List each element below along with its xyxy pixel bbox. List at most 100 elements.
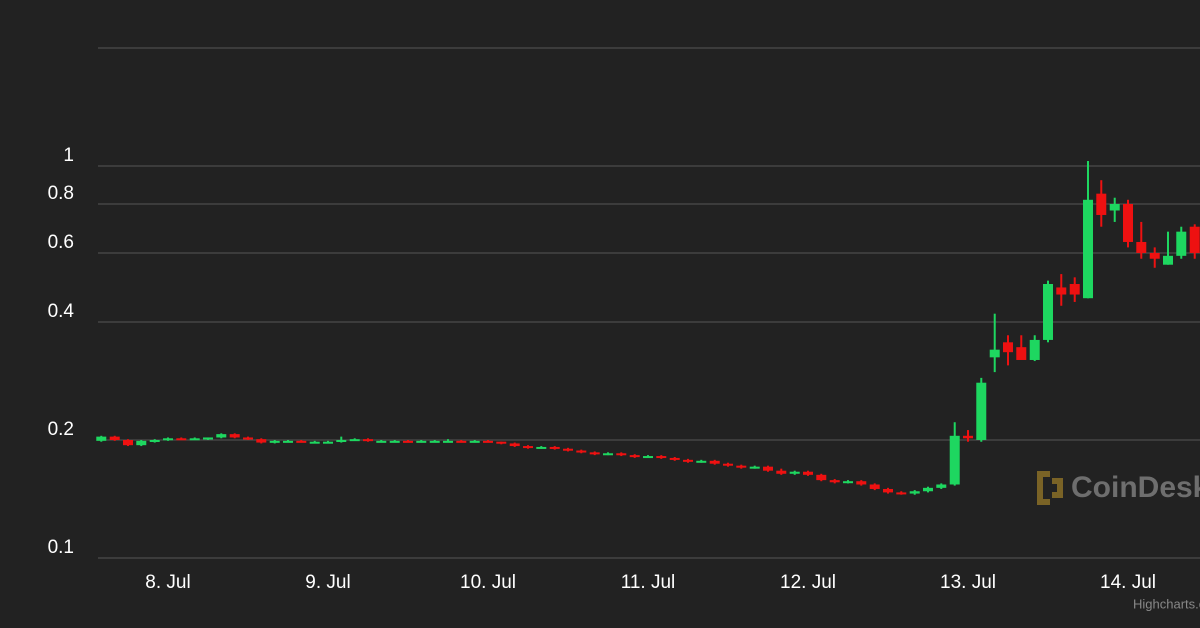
x-tick-label: 9. Jul [305,572,350,593]
logo-shape [1052,478,1063,498]
candle-body [429,440,440,443]
candle-body [349,439,360,442]
candle-body [123,439,133,446]
candle-body [1083,199,1093,299]
candle-body [109,436,120,440]
candle-body [669,457,680,460]
x-tick-label: 11. Jul [621,572,676,593]
x-tick-label: 14. Jul [1100,572,1156,593]
candle-body [909,491,920,494]
candle-body [469,440,480,443]
candle-body [936,484,947,488]
candle-body [1016,347,1027,360]
candle-body [296,440,307,443]
x-tick-label: 13. Jul [940,572,996,593]
x-tick-label: 12. Jul [780,572,836,593]
candle-body [509,443,520,447]
candle-body [1096,193,1107,215]
candle-body [603,453,613,456]
candle-body [803,471,813,475]
candle-body [589,452,600,455]
candle-body [856,481,867,485]
y-tick-label: 0.6 [48,232,74,253]
logo-shape [1037,471,1050,505]
candle-body [736,465,747,468]
candle-body [896,492,907,495]
candle-body [563,448,573,451]
candle-body [309,441,320,444]
candle-body [176,438,187,441]
candle-body [483,440,493,443]
candle-body [1136,241,1147,253]
candle-body [949,435,960,485]
y-tick-label: 1 [63,145,74,166]
candle-body [1043,284,1053,340]
candle-body [376,440,387,443]
candle-body [403,440,413,443]
candle-body [163,438,173,441]
candle-body [229,434,240,438]
candle-body [629,455,640,458]
candle-body [416,440,427,443]
watermark: CoinDesk [1071,471,1200,504]
candle-body [96,436,107,441]
candle-body [523,446,533,449]
candle-body [1056,287,1067,295]
candle-body [816,474,827,481]
candle-body [789,471,800,474]
candle-body [883,488,893,493]
candle-body [616,453,627,456]
y-tick-label: 0.4 [48,301,75,322]
candle-body [243,437,253,440]
watermark-logo [1037,471,1063,505]
candle-body [576,450,587,453]
candle-body [149,439,160,442]
candle-body [203,437,213,440]
candle-body [336,439,347,442]
candle-body [776,470,787,474]
candle-body [709,460,720,464]
candle-body [1029,339,1040,360]
candle-body [1149,252,1160,259]
x-tick-label: 8. Jul [145,572,190,593]
candle-body [1163,255,1173,265]
y-tick-label: 0.8 [48,183,74,204]
candle-body [443,440,453,443]
candle-body [763,466,773,471]
candle-body [496,441,507,444]
x-tick-label: 10. Jul [460,572,516,593]
candle-body [189,438,200,441]
candle-body [1123,203,1133,242]
candle-body [976,382,987,440]
candle-body [1069,284,1080,295]
candle-body [536,446,547,449]
credits: Highcharts.com [1133,596,1200,611]
candle-body [1109,203,1120,211]
candle-body [656,456,667,459]
candle-body [869,484,880,489]
candle-body [963,435,973,439]
y-tick-label: 0.1 [48,537,74,558]
candle-body [989,349,1000,358]
candle-body [1003,342,1013,353]
candle-body [389,440,400,443]
candle-body [256,439,267,443]
candle-body [323,441,333,444]
candle-body [363,439,373,442]
candle-body [723,463,733,466]
candle-body [283,440,293,443]
candle-body [643,456,653,459]
candle-body [749,466,760,469]
candle-body [136,440,147,446]
candle-body [269,440,280,443]
candle-body [1176,231,1187,256]
candle-body [843,481,853,484]
candle-body [549,446,560,449]
candle-body [456,440,467,443]
candle-body [216,434,227,438]
candle-body [1189,226,1200,253]
candle-body [696,460,707,463]
y-tick-label: 0.2 [48,419,74,440]
